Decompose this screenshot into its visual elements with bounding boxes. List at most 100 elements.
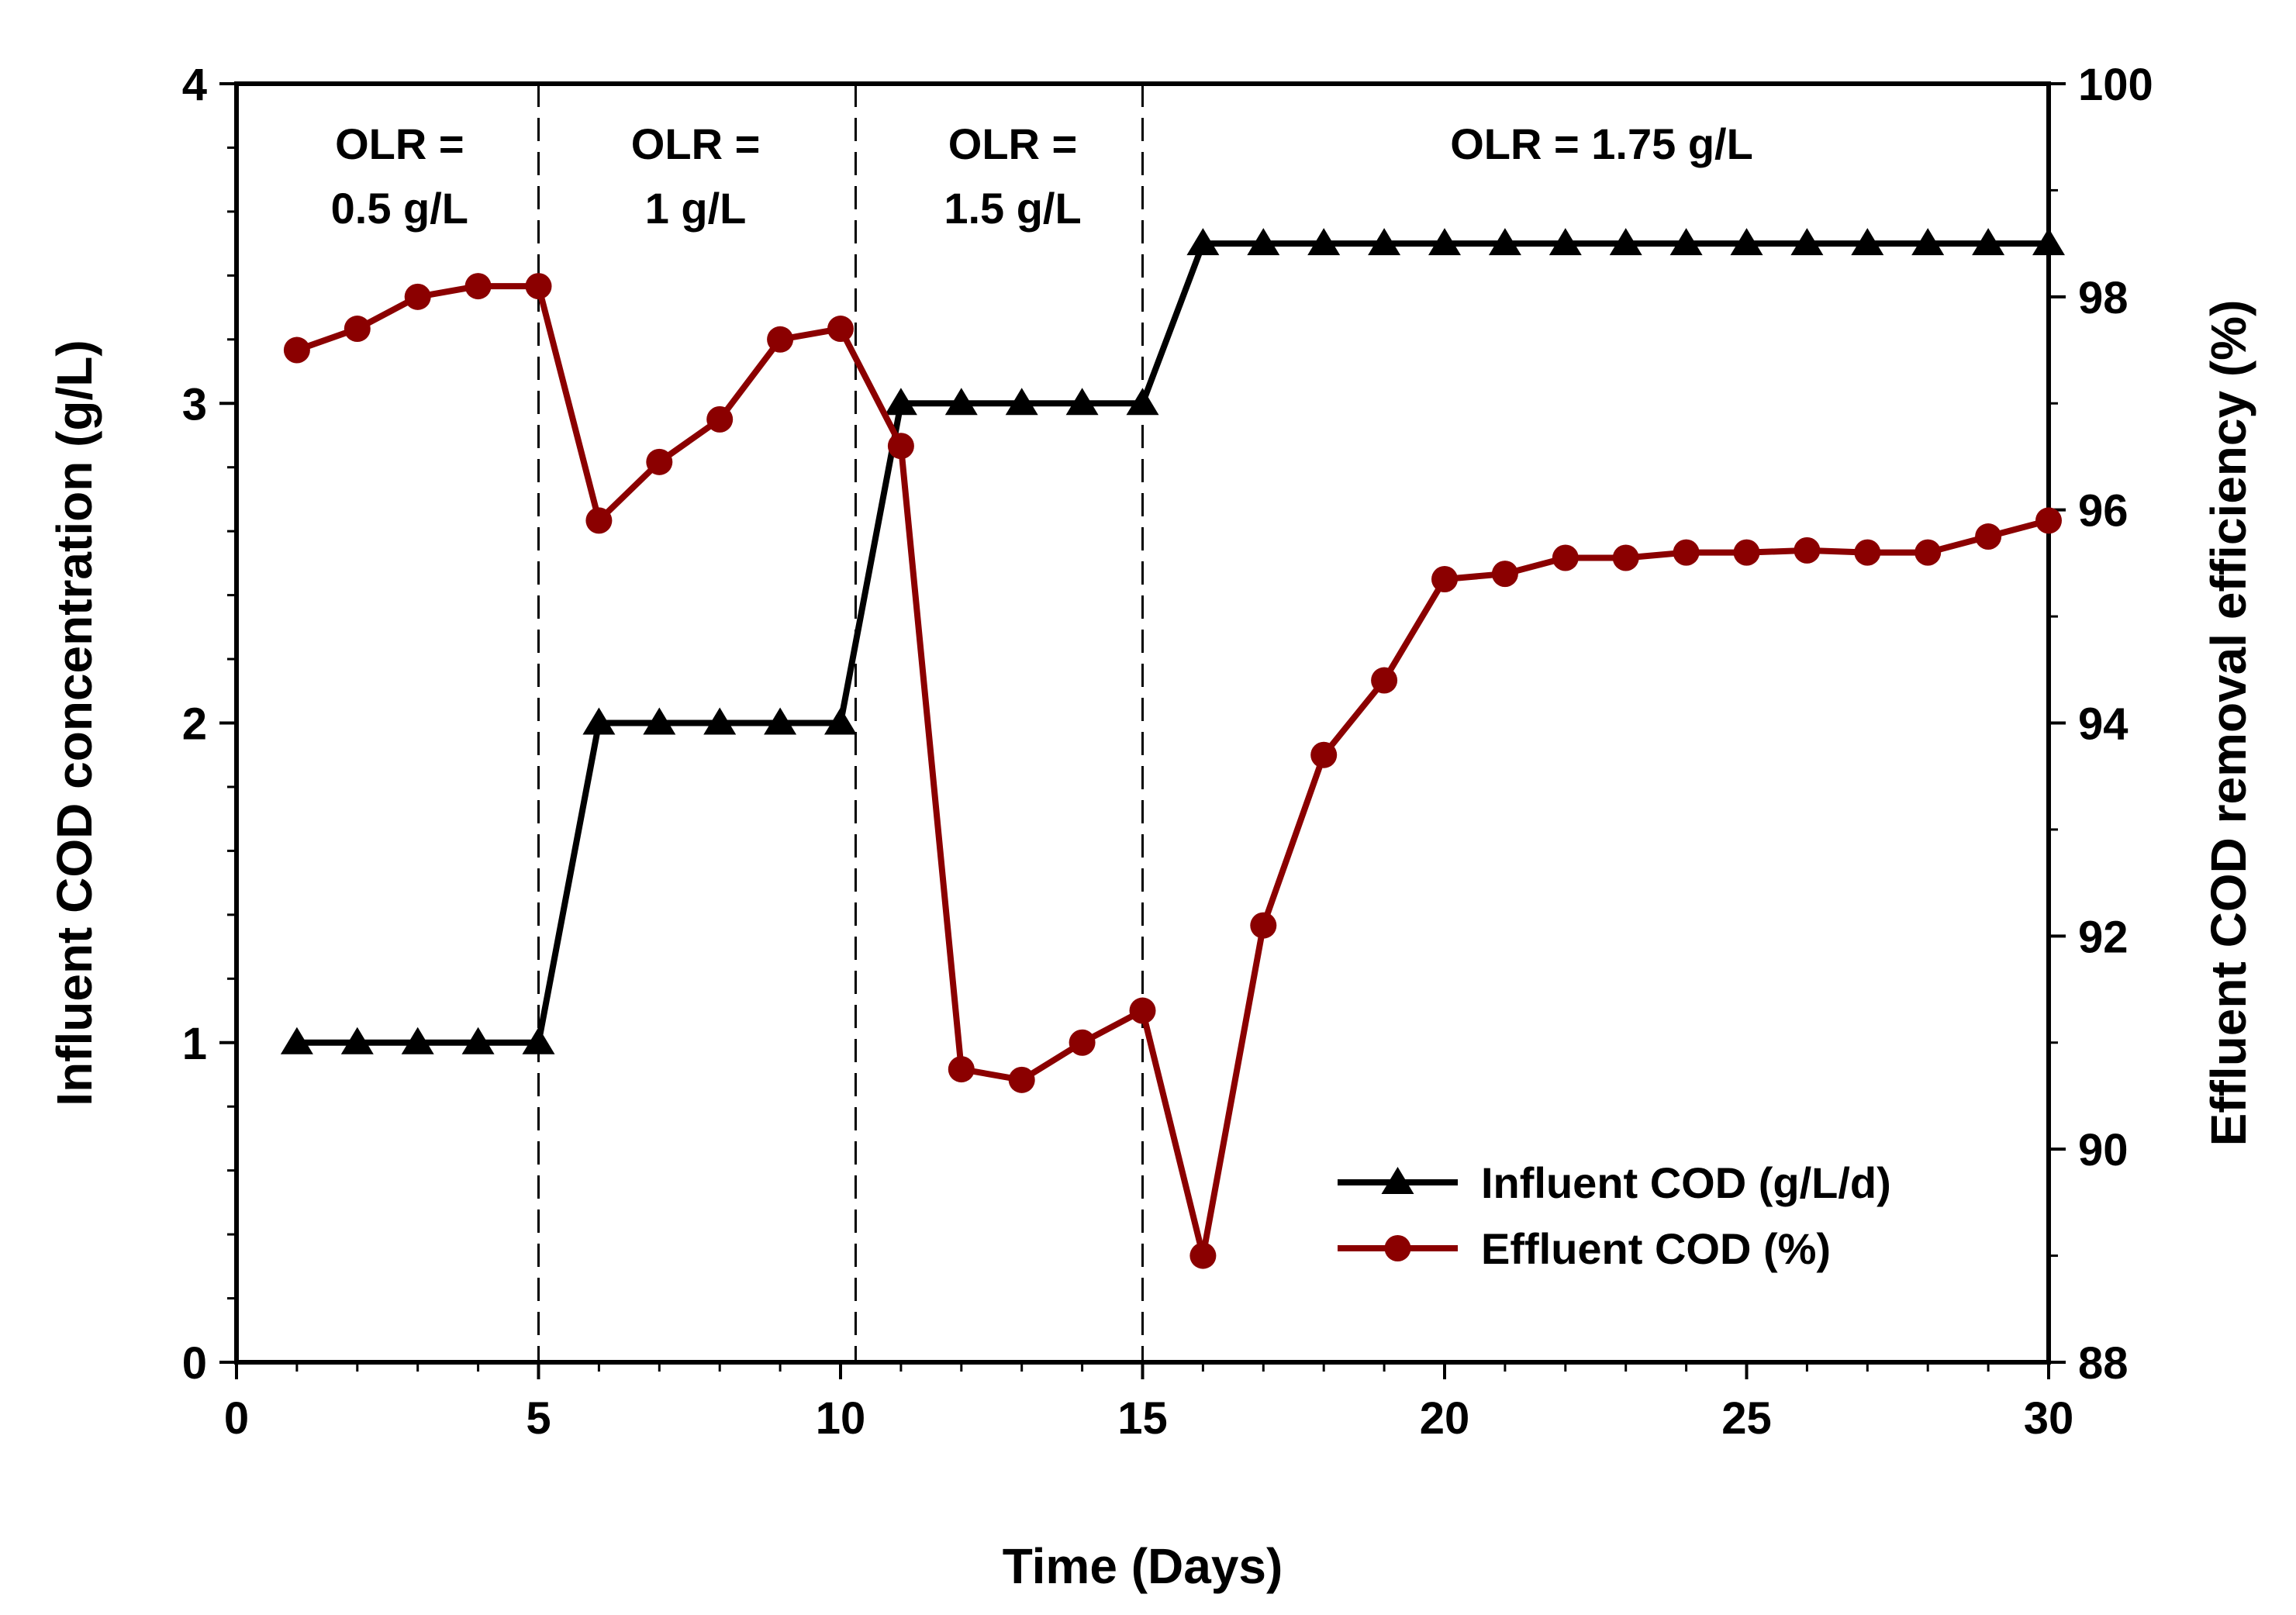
y2-tick-label: 96 [2078,486,2129,537]
series-1-point [280,1027,313,1054]
series-1-point [944,388,978,416]
series-2-point [1069,1029,1096,1056]
series-2-point [1612,544,1639,571]
y-axis-title-right: Effluent COD removal efficiency (%) [2201,300,2256,1147]
y-axis-right: 88 90 92 94 96 98 100 [2049,60,2153,1389]
series-1-point [1851,228,1884,256]
y-tick-label: 1 [182,1019,207,1069]
y2-tick-label: 98 [2078,273,2129,323]
series-1-point [461,1027,495,1054]
series-2-point [646,448,673,475]
legend: Influent COD (g/L/d) Effluent COD (%) [1338,1158,1891,1273]
series-2-point [1129,997,1156,1024]
y-axis-left: 0 1 2 3 4 [182,60,237,1389]
series-2-point [283,336,310,364]
series-2-point [948,1056,975,1083]
y-tick-label: 2 [182,699,207,750]
series-2-point [887,433,914,460]
series-1-point [1065,388,1099,416]
y2-tick-label: 100 [2078,60,2153,110]
x-tick-label: 30 [2024,1393,2074,1444]
series-2-point [1673,539,1700,566]
series-2-point [1371,667,1398,694]
series-1-point [703,707,737,735]
series-2-line [295,283,2050,1259]
series-1-point [1005,388,1038,416]
legend-marker-1 [1381,1167,1414,1194]
y2-tick-label: 88 [2078,1338,2129,1389]
series-1-point [1428,228,1461,256]
y-tick-label: 4 [182,60,207,110]
series-1-point [401,1027,434,1054]
series-2-point [1250,912,1277,939]
series-1-point [582,707,616,735]
y2-tick-label: 92 [2078,912,2129,962]
x-axis: 0 5 10 15 20 25 30 [224,1362,2073,1444]
series-1-point [643,707,676,735]
series-1-point [340,1027,374,1054]
series-2-point [1733,539,1760,566]
series-2-point [1552,544,1579,571]
series-1-point [2032,228,2065,256]
series-2-point [1854,539,1881,566]
y2-tick-label: 90 [2078,1125,2129,1175]
series-2-point [2035,507,2062,534]
series-2-point [706,405,734,433]
series-1-point [1669,228,1703,256]
series-1-point [1307,228,1341,256]
series-1-point [1730,228,1763,256]
phase-label-3-line2: 1.5 g/L [944,184,1081,233]
series-1-point [884,388,917,416]
series-1-point [522,1027,555,1054]
x-axis-title: Time (Days) [1003,1538,1283,1594]
series-1-point [1186,228,1220,256]
phase-labels: OLR = 0.5 g/L OLR = 1 g/L OLR = 1.5 g/L OLR = … [331,119,1753,233]
series-2-point [585,507,613,534]
series-2-point [1008,1066,1035,1093]
series-1-point [1488,228,1521,256]
series-2-point [404,283,431,310]
series-1-point [1972,228,2005,256]
series-1-point [1911,228,1945,256]
series-2-point [1310,741,1338,768]
series-1-point [824,707,857,735]
x-tick-label: 15 [1117,1393,1168,1444]
phase-label-1-line2: 0.5 g/L [331,184,468,233]
legend-marker-2 [1384,1235,1411,1261]
phase-label-2-line1: OLR = [631,119,760,168]
series-1-line [296,240,2049,1046]
series-2-point [1914,539,1942,566]
series-2-point [525,273,552,300]
series-layer [280,228,2065,1269]
series-2-point [827,316,854,343]
y-tick-label: 3 [182,379,207,430]
x-tick-label: 5 [526,1393,551,1444]
series-1-point [1126,388,1159,416]
series-2-point [767,326,794,353]
series-1-point [1790,228,1824,256]
x-tick-label: 0 [224,1393,249,1444]
x-tick-label: 10 [816,1393,866,1444]
series-2-point [1491,561,1518,588]
legend-label-1: Influent COD (g/L/d) [1481,1158,1891,1207]
series-2-point [344,316,371,343]
series-2-point [1975,523,2002,550]
series-2-point [1794,537,1821,564]
series-1-point [1549,228,1582,256]
series-2-point [1189,1242,1217,1269]
y2-tick-label: 94 [2078,699,2129,750]
legend-label-2: Effluent COD (%) [1481,1224,1831,1273]
phase-label-4-line1: OLR = 1.75 g/L [1450,119,1753,168]
phase-label-3-line1: OLR = [948,119,1077,168]
series-1-point [1609,228,1642,256]
phase-label-1-line1: OLR = [335,119,464,168]
series-1-point [1247,228,1280,256]
series-2-point [1431,565,1458,592]
y-axis-title-left: Influent COD concentration (g/L) [47,340,102,1106]
y-tick-label: 0 [182,1338,207,1389]
x-tick-label: 20 [1420,1393,1470,1444]
x-tick-label: 25 [1721,1393,1772,1444]
phase-label-2-line2: 1 g/L [645,184,747,233]
series-1-point [1368,228,1401,256]
